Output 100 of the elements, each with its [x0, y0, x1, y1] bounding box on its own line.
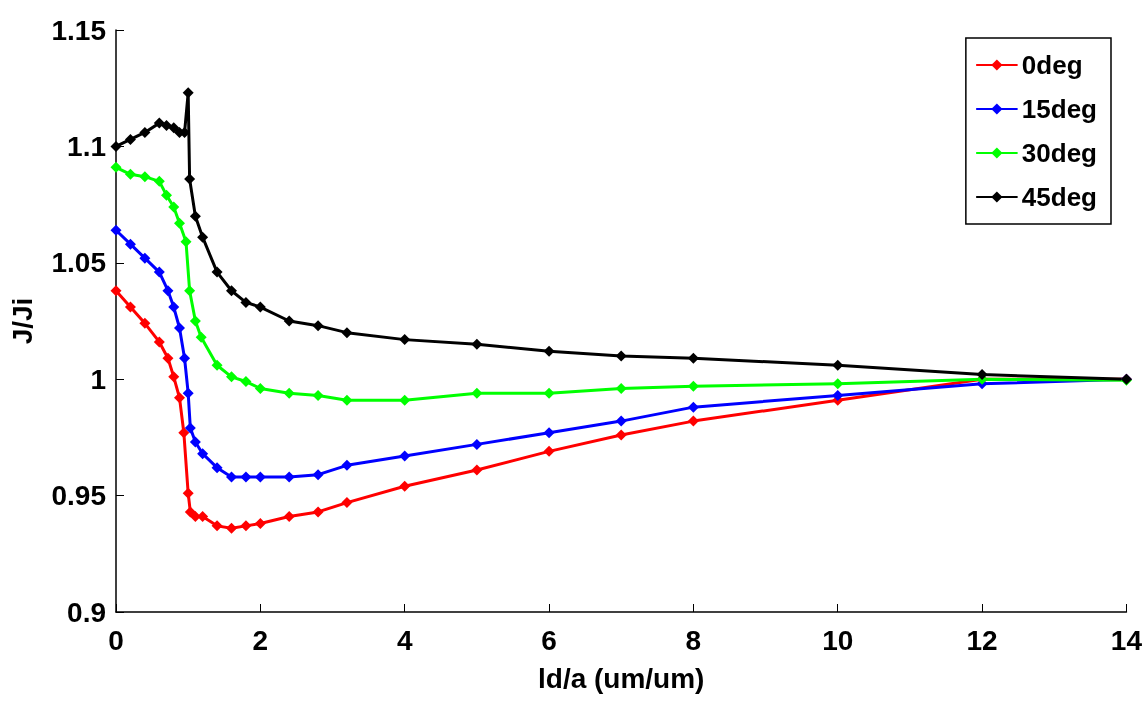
- point: [124, 133, 136, 145]
- point: [184, 506, 196, 518]
- point: [153, 175, 165, 187]
- point: [124, 238, 136, 250]
- point: [182, 487, 194, 499]
- legend-label: 30deg: [1021, 138, 1098, 168]
- point: [399, 450, 411, 462]
- x-tick-label: 8: [685, 624, 702, 656]
- point: [110, 140, 122, 152]
- x-tick-label: 14: [1110, 624, 1143, 656]
- point: [471, 387, 483, 399]
- point: [471, 338, 483, 350]
- x-tick-label: 6: [541, 624, 557, 656]
- point: [225, 522, 237, 534]
- point: [139, 171, 151, 183]
- point: [254, 383, 266, 395]
- point: [341, 394, 353, 406]
- point: [615, 429, 627, 441]
- legend-label: 15deg: [1021, 94, 1098, 124]
- point: [687, 401, 699, 413]
- point: [240, 376, 252, 388]
- point: [124, 301, 136, 313]
- y-tick-label: 1.15: [51, 14, 106, 46]
- point: [162, 285, 174, 297]
- point: [211, 520, 223, 532]
- point: [399, 480, 411, 492]
- point: [182, 87, 194, 99]
- point: [283, 511, 295, 523]
- x-tick-label: 10: [822, 624, 854, 656]
- point: [471, 438, 483, 450]
- point: [832, 390, 844, 401]
- point: [976, 369, 988, 381]
- point: [211, 462, 223, 474]
- legend-label: 0deg: [1021, 50, 1083, 80]
- point: [312, 390, 324, 401]
- point: [543, 387, 555, 399]
- point: [832, 359, 844, 371]
- point: [139, 252, 151, 264]
- point: [174, 392, 186, 404]
- point: [110, 224, 122, 236]
- point: [240, 471, 252, 483]
- point: [197, 231, 209, 243]
- legend-label: 45deg: [1021, 182, 1098, 212]
- point: [543, 427, 555, 439]
- point: [184, 285, 196, 297]
- point: [178, 427, 190, 439]
- point: [180, 236, 192, 248]
- point: [153, 266, 165, 278]
- point: [240, 296, 252, 308]
- point: [687, 352, 699, 364]
- point: [471, 464, 483, 476]
- point: [168, 301, 180, 313]
- point: [254, 301, 266, 313]
- point: [124, 168, 136, 180]
- point: [162, 352, 174, 364]
- point: [283, 315, 295, 327]
- point: [168, 371, 180, 383]
- x-tick-label: 12: [966, 624, 998, 656]
- point: [399, 394, 411, 406]
- point: [110, 161, 122, 173]
- point: [168, 122, 180, 134]
- point: [139, 126, 151, 138]
- x-tick-label: 4: [396, 624, 413, 656]
- point: [543, 345, 555, 357]
- point: [543, 445, 555, 457]
- point: [189, 315, 201, 327]
- point: [399, 334, 411, 346]
- point: [184, 422, 196, 434]
- point: [174, 322, 186, 334]
- point: [153, 336, 165, 348]
- point: [312, 320, 324, 332]
- point: [254, 518, 266, 530]
- y-tick-label: 0.95: [51, 480, 106, 512]
- x-tick-label: 2: [252, 624, 269, 656]
- point: [211, 266, 223, 278]
- y-tick-label: 1.1: [67, 130, 106, 162]
- point: [179, 352, 191, 364]
- y-tick-label: 0.9: [67, 596, 106, 628]
- point: [168, 201, 180, 213]
- point: [110, 285, 122, 297]
- x-axis-title: ld/a (um/um): [537, 662, 705, 694]
- point: [341, 327, 353, 339]
- point: [225, 285, 237, 297]
- point: [240, 520, 252, 532]
- point: [225, 371, 237, 383]
- point: [139, 317, 151, 329]
- point: [189, 436, 201, 448]
- y-axis-title: J/Ji: [6, 297, 38, 345]
- x-tick-label: 0: [108, 624, 124, 656]
- point: [615, 383, 627, 395]
- point: [312, 469, 324, 481]
- point: [182, 387, 194, 399]
- point: [161, 119, 173, 131]
- point: [341, 459, 353, 471]
- point: [283, 471, 295, 483]
- point: [153, 117, 165, 129]
- point: [341, 497, 353, 509]
- point: [174, 217, 186, 229]
- point: [615, 415, 627, 427]
- point: [615, 350, 627, 362]
